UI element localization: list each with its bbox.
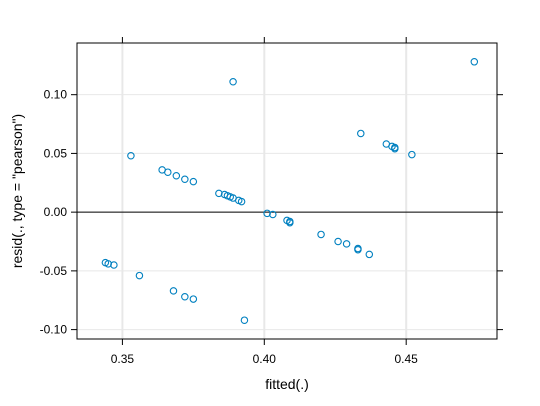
data-point xyxy=(189,177,198,186)
data-point xyxy=(357,129,365,138)
plot-frame xyxy=(76,42,498,340)
data-point xyxy=(135,271,144,280)
x-tick-label: 0.40 xyxy=(253,352,277,366)
data-point xyxy=(269,210,277,219)
data-point xyxy=(215,189,223,198)
data-point xyxy=(240,316,249,324)
y-tick-label: 0.05 xyxy=(44,146,68,160)
y-tick-label: -0.05 xyxy=(40,264,68,278)
data-point xyxy=(354,245,362,254)
data-point xyxy=(334,237,342,246)
data-point xyxy=(189,295,198,303)
y-tick-label: 0.00 xyxy=(44,205,68,219)
data-point xyxy=(470,58,479,66)
data-point xyxy=(263,209,271,218)
data-point xyxy=(408,150,416,159)
x-tick-label: 0.35 xyxy=(111,352,135,366)
data-point xyxy=(104,260,112,268)
data-point xyxy=(181,175,189,184)
data-point xyxy=(286,218,294,227)
x-axis-title: fitted(.) xyxy=(265,376,309,392)
y-tick-label: -0.10 xyxy=(40,323,68,337)
data-point xyxy=(237,197,246,206)
data-point xyxy=(317,230,325,239)
y-tick-label: 0.10 xyxy=(44,88,68,102)
x-tick-label: 0.45 xyxy=(395,352,419,366)
points-layer xyxy=(101,58,479,324)
data-point xyxy=(229,78,237,86)
data-point xyxy=(127,152,135,160)
data-point xyxy=(181,292,189,301)
data-point xyxy=(391,144,399,153)
data-point xyxy=(169,287,178,295)
grid-layer xyxy=(77,43,497,339)
data-point xyxy=(164,168,172,176)
y-axis-title: resid(., type = "pearson") xyxy=(9,114,25,268)
data-point xyxy=(365,250,374,259)
data-point xyxy=(172,171,181,180)
ticks-layer: 0.35 0.40 0.45 -0.10 -0.05 0.00 0.05 0.10 xyxy=(40,37,503,366)
data-point xyxy=(110,261,118,269)
data-point xyxy=(342,240,351,248)
